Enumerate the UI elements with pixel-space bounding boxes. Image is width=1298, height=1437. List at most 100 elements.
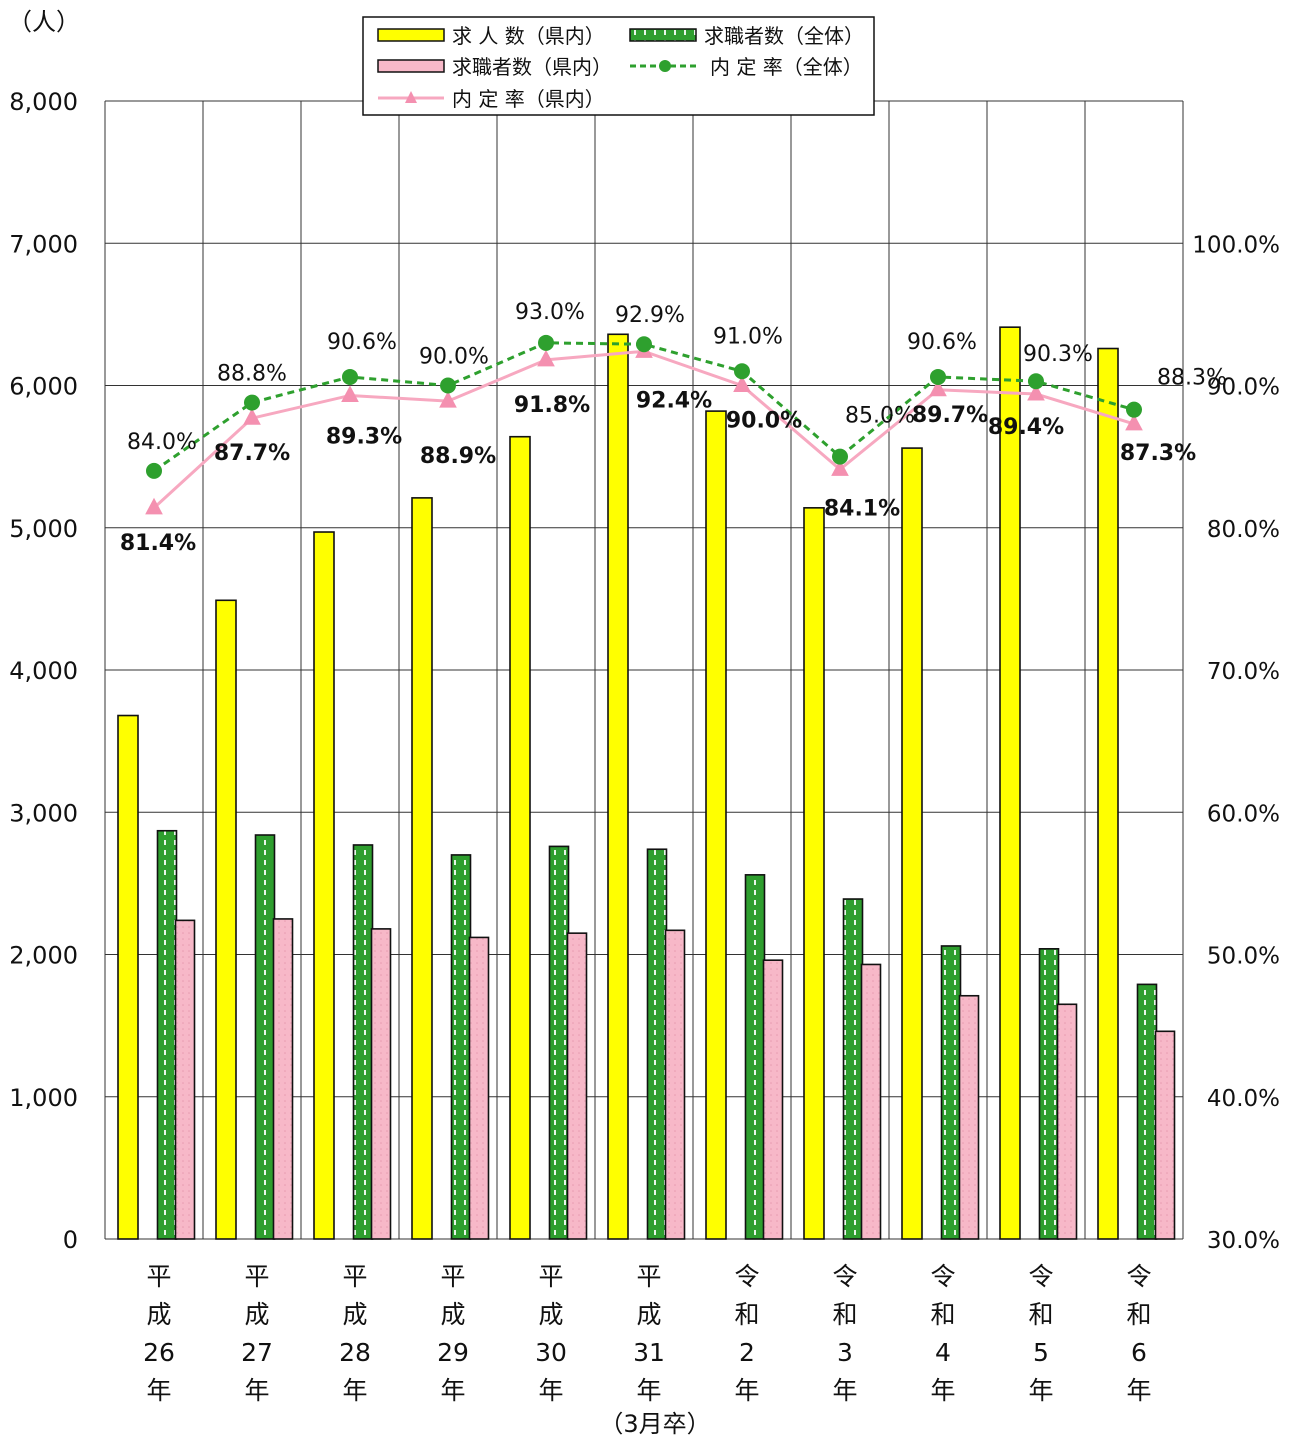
line-data-labels: 84.0% 88.8% 90.6% 90.0% 93.0% 92.9% 91.0% 85.0%…	[120, 300, 1227, 556]
y-unit-label: （人）	[8, 8, 80, 36]
label-pref-3: 88.9%	[420, 444, 496, 469]
category-0-3: 年	[146, 1376, 171, 1405]
line-series	[145, 334, 1143, 515]
category-4-0: 平	[538, 1262, 563, 1291]
marker-circle-7	[832, 448, 848, 465]
category-0-1: 成	[146, 1300, 171, 1329]
bar-0-5	[607, 333, 629, 1240]
left-tick-8: 8,000	[9, 88, 78, 116]
bar-1-4	[548, 845, 570, 1240]
label-all-7: 85.0%	[845, 404, 915, 429]
marker-triangle-10	[1125, 413, 1143, 431]
marker-triangle-8	[929, 379, 947, 397]
category-10-3: 年	[1126, 1376, 1151, 1405]
bar-0-8	[901, 447, 923, 1240]
category-8-3: 年	[930, 1376, 955, 1405]
category-1-1: 成	[244, 1300, 269, 1329]
label-all-3: 90.0%	[419, 345, 489, 370]
marker-circle-10	[1126, 401, 1142, 418]
category-1-0: 平	[244, 1262, 269, 1291]
bar-1-5	[646, 848, 668, 1240]
label-pref-8: 89.7%	[912, 403, 988, 428]
category-3-0: 平	[440, 1262, 465, 1291]
label-pref-10: 87.3%	[1120, 441, 1196, 466]
bar-1-0	[156, 829, 178, 1240]
category-5-1: 成	[636, 1300, 661, 1329]
category-5-0: 平	[636, 1262, 661, 1291]
marker-circle-0	[146, 462, 162, 479]
category-5-2: 31	[633, 1338, 665, 1367]
category-1-3: 年	[244, 1376, 269, 1405]
legend-marker-4	[405, 91, 417, 103]
bars	[117, 326, 1176, 1240]
marker-triangle-6	[733, 375, 751, 392]
left-tick-1: 1,000	[9, 1084, 78, 1112]
category-4-1: 成	[538, 1300, 563, 1329]
label-all-1: 88.8%	[217, 362, 287, 387]
category-8-1: 和	[930, 1300, 955, 1329]
legend: 求 人 数（県内） 求職者数（全体） 求職者数（県内） 内 定 率（全体） 内 定 率（…	[362, 16, 875, 116]
legend-label-2: 求職者数（県内）	[452, 55, 612, 79]
left-tick-0: 0	[63, 1226, 78, 1254]
bar-2-2	[370, 928, 392, 1240]
bar-2-4	[566, 932, 588, 1240]
marker-triangle-3	[439, 391, 457, 408]
category-0-0: 平	[146, 1262, 171, 1291]
right-tick-5: 80.0%	[1207, 517, 1280, 543]
label-all-5: 92.9%	[615, 303, 685, 328]
category-3-1: 成	[440, 1300, 465, 1329]
category-5-3: 年	[636, 1376, 661, 1405]
gridlines	[104, 100, 1184, 1240]
legend-swatch-2	[377, 59, 445, 73]
legend-label-1: 求職者数（全体）	[704, 24, 864, 48]
label-all-10: 88.3%	[1157, 366, 1227, 391]
label-pref-0: 81.4%	[120, 531, 196, 556]
bar-1-6	[744, 874, 766, 1240]
bar-2-7	[860, 963, 882, 1240]
bar-0-4	[509, 435, 531, 1240]
bar-1-3	[450, 854, 472, 1240]
x-note: （3月卒）	[599, 1410, 710, 1437]
category-4-2: 30	[535, 1338, 567, 1367]
bar-1-7	[842, 898, 864, 1240]
marker-circle-8	[930, 368, 946, 385]
category-9-0: 令	[1028, 1262, 1053, 1291]
category-9-1: 和	[1028, 1300, 1053, 1329]
marker-circle-6	[734, 363, 750, 380]
line-all	[153, 341, 1135, 473]
label-pref-6: 90.0%	[726, 409, 802, 434]
category-9-3: 年	[1028, 1376, 1053, 1405]
bar-0-2	[313, 531, 335, 1240]
marker-circle-2	[342, 368, 358, 385]
marker-circle-4	[538, 334, 554, 351]
marker-circle-5	[636, 336, 652, 353]
bar-0-9	[999, 326, 1021, 1240]
category-8-2: 4	[935, 1338, 951, 1367]
category-2-1: 成	[342, 1300, 367, 1329]
category-2-2: 28	[339, 1338, 371, 1367]
label-pref-4: 91.8%	[514, 393, 590, 418]
right-tick-6: 90.0%	[1207, 375, 1280, 401]
legend-label-4: 内 定 率（県内）	[452, 87, 605, 111]
label-all-4: 93.0%	[515, 300, 585, 325]
bar-0-7	[803, 507, 825, 1240]
category-6-2: 2	[739, 1338, 755, 1367]
legend-label-3: 内 定 率（全体）	[710, 55, 863, 79]
left-tick-4: 4,000	[9, 657, 78, 685]
category-0-2: 26	[143, 1338, 175, 1367]
marker-triangle-1	[243, 408, 261, 425]
category-4-3: 年	[538, 1376, 563, 1405]
bar-0-3	[411, 497, 433, 1240]
category-7-1: 和	[832, 1300, 857, 1329]
category-9-2: 5	[1033, 1338, 1049, 1367]
bar-0-10	[1097, 347, 1119, 1240]
category-2-3: 年	[342, 1376, 367, 1405]
label-all-0: 84.0%	[127, 430, 197, 455]
marker-circle-1	[244, 394, 260, 411]
category-6-0: 令	[734, 1262, 759, 1291]
marker-triangle-4	[537, 349, 555, 367]
bar-1-2	[352, 844, 374, 1240]
label-pref-2: 89.3%	[326, 424, 402, 449]
bar-1-9	[1038, 948, 1060, 1240]
